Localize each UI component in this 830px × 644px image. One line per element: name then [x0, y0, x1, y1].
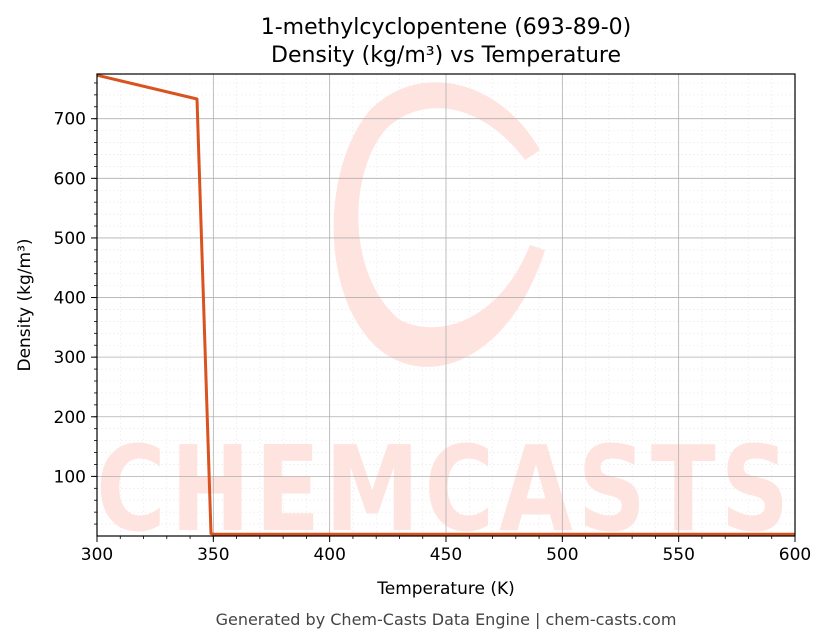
chart-title-line2: Density (kg/m³) vs Temperature: [271, 43, 621, 68]
x-tick-label: 400: [313, 545, 345, 565]
y-tick-label: 400: [54, 289, 86, 309]
y-axis-label: Density (kg/m³): [15, 238, 35, 371]
x-axis-label: Temperature (K): [376, 579, 515, 599]
axis-ticks: 300 350 400 450 500 550 600 100 200 300 400 500 600 7…: [54, 82, 811, 565]
x-tick-label: 600: [779, 545, 811, 565]
y-tick-label: 500: [54, 229, 86, 249]
watermark: CHEMCASTS: [96, 82, 788, 558]
footer-credit: Generated by Chem-Casts Data Engine | ch…: [216, 610, 677, 629]
x-tick-label: 500: [546, 545, 578, 565]
series-layer: [96, 73, 795, 536]
x-tick-label: 300: [81, 545, 113, 565]
y-tick-label: 200: [54, 408, 86, 428]
series-line-0: [96, 73, 795, 536]
y-tick-label: 700: [54, 110, 86, 130]
x-tick-label: 450: [430, 545, 462, 565]
y-tick-label: 300: [54, 348, 86, 368]
y-tick-label: 600: [54, 169, 86, 189]
x-tick-label: 550: [662, 545, 694, 565]
chart-title-line1: 1-methylcyclopentene (693-89-0): [261, 15, 632, 40]
watermark-c-logo: [333, 82, 545, 367]
y-tick-label: 100: [54, 467, 86, 487]
x-tick-label: 350: [197, 545, 229, 565]
